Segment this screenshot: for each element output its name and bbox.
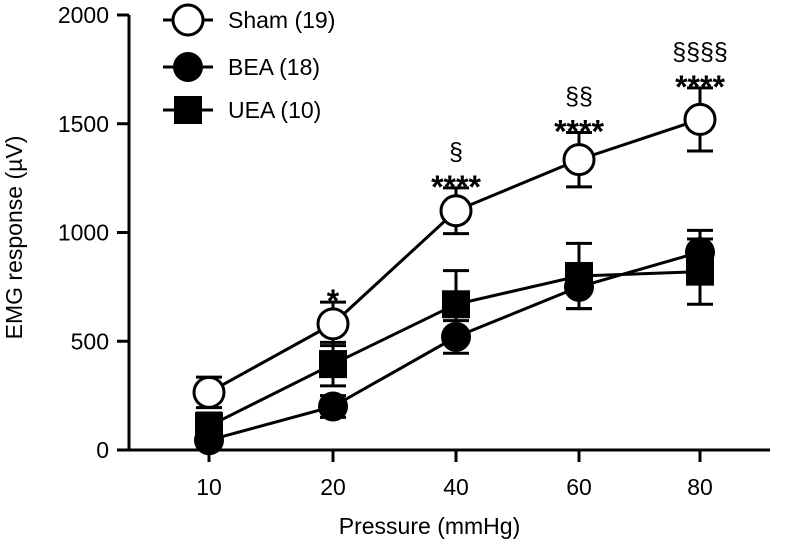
x-tick-label: 20: [320, 474, 346, 500]
x-tick-label: 40: [443, 474, 469, 500]
y-tick-label: 500: [71, 328, 109, 354]
data-point: [319, 350, 347, 379]
legend-label: UEA (10): [228, 97, 321, 123]
legend-marker: [173, 52, 203, 82]
data-point: [192, 375, 226, 409]
data-point: [683, 102, 717, 136]
y-tick-label: 2000: [58, 2, 109, 28]
data-point: [562, 143, 596, 177]
significance-stars: ****: [675, 69, 725, 105]
significance-sections: §§: [565, 82, 593, 110]
legend-item-bea: BEA (18): [163, 52, 320, 82]
legend-marker: [174, 96, 202, 124]
x-axis-title: Pressure (mmHg): [339, 513, 520, 539]
y-tick-label: 1000: [58, 220, 109, 246]
x-tick-label: 10: [196, 474, 222, 500]
data-point: [564, 271, 594, 302]
data-point: [194, 425, 224, 456]
data-point: [316, 307, 350, 341]
y-ticks: 0 500 1000 1500 2000: [58, 2, 129, 463]
series-layer: [192, 86, 717, 456]
data-point: [441, 321, 471, 352]
x-tick-label: 60: [566, 474, 592, 500]
x-tick-label: 80: [687, 474, 713, 500]
data-point: [318, 391, 348, 422]
legend-label: BEA (18): [228, 54, 320, 80]
data-point: [685, 237, 715, 268]
legend-label: Sham (19): [228, 7, 335, 33]
data-point: [442, 290, 470, 319]
data-point: [439, 194, 473, 228]
y-tick-label: 1500: [58, 111, 109, 137]
legend-marker: [171, 3, 205, 37]
y-tick-label: 0: [96, 437, 109, 463]
significance-stars: *: [327, 283, 340, 319]
significance-sections: §§§§: [672, 38, 728, 66]
annotation-layer: *****§****§§ ****§§§§: [327, 38, 728, 319]
significance-sections: §: [449, 138, 463, 166]
significance-stars: ****: [431, 169, 481, 205]
y-axis-title: EMG response (µV): [1, 136, 27, 340]
series-bea: [194, 228, 715, 456]
x-ticks: 10 20 40 60 80: [196, 450, 713, 500]
legend: Sham (19) BEA (18) UEA (10): [163, 3, 335, 124]
legend-item-sham: Sham (19): [163, 3, 335, 37]
series-sham: [192, 86, 717, 410]
significance-stars: ****: [554, 113, 604, 149]
legend-item-uea: UEA (10): [163, 96, 321, 124]
